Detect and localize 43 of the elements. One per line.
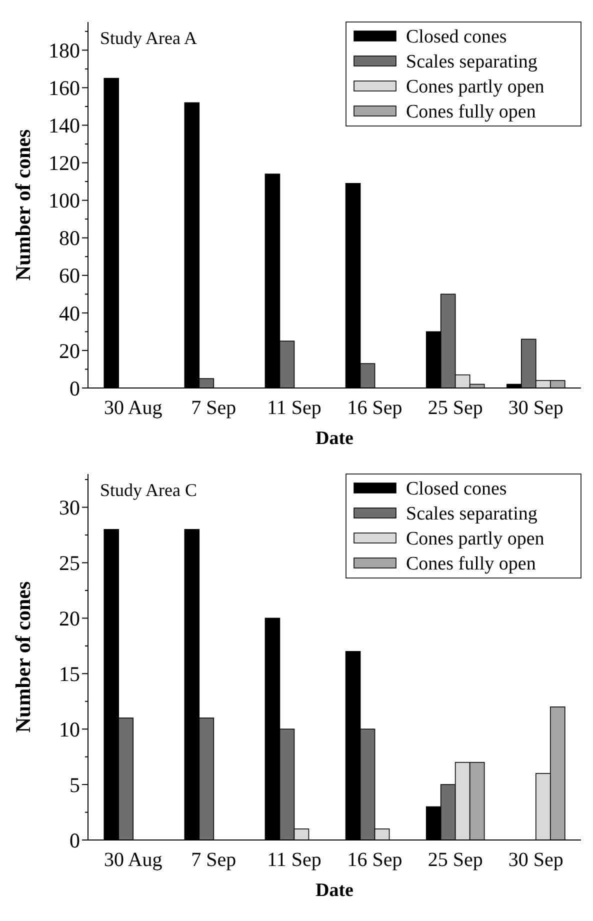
y-tick-label: 5 <box>70 772 80 797</box>
x-axis-title: Date <box>316 880 354 901</box>
y-tick-label: 25 <box>59 551 80 576</box>
x-tick-label: 30 Sep <box>508 397 564 419</box>
legend-label: Cones partly open <box>406 528 545 550</box>
y-tick-label: 180 <box>48 38 80 63</box>
legend-label: Scales separating <box>406 504 538 525</box>
legend-label: Closed cones <box>406 478 507 500</box>
legend-label: Cones fully open <box>406 102 536 123</box>
y-tick-label: 160 <box>48 76 80 100</box>
y-tick-label: 60 <box>59 264 80 288</box>
x-tick-label: 11 Sep <box>267 849 322 871</box>
x-axis-title: Date <box>316 428 354 449</box>
x-tick-label: 16 Sep <box>347 397 402 419</box>
y-tick-label: 20 <box>59 338 80 363</box>
y-tick-label: 80 <box>59 226 80 250</box>
y-tick-label: 140 <box>48 114 80 138</box>
y-tick-label: 10 <box>59 717 80 742</box>
x-tick-label: 25 Sep <box>428 849 483 871</box>
y-tick-label: 0 <box>70 828 80 852</box>
y-tick-label: 0 <box>70 376 80 400</box>
legend-label: Cones fully open <box>406 554 536 575</box>
x-tick-label: 11 Sep <box>267 397 322 419</box>
x-tick-label: 30 Sep <box>508 849 564 871</box>
y-tick-label: 20 <box>59 606 80 631</box>
chart-title: Study Area C <box>100 480 197 500</box>
legend-label: Closed cones <box>406 26 507 48</box>
x-tick-label: 7 Sep <box>191 849 236 871</box>
x-tick-label: 16 Sep <box>347 849 402 871</box>
legend-label: Scales separating <box>406 52 538 73</box>
y-tick-label: 120 <box>48 151 80 176</box>
chart-title: Study Area A <box>100 28 197 48</box>
y-tick-label: 100 <box>48 188 80 213</box>
x-tick-label: 30 Aug <box>104 849 162 871</box>
x-tick-label: 30 Aug <box>104 397 162 419</box>
x-tick-label: 25 Sep <box>428 397 483 419</box>
y-axis-title: Number of cones <box>11 581 35 733</box>
y-tick-label: 40 <box>59 301 80 326</box>
y-tick-label: 30 <box>59 496 80 520</box>
y-axis-title: Number of cones <box>11 129 35 281</box>
x-tick-label: 7 Sep <box>191 397 236 419</box>
legend-label: Cones partly open <box>406 76 545 98</box>
y-tick-label: 15 <box>59 662 80 686</box>
